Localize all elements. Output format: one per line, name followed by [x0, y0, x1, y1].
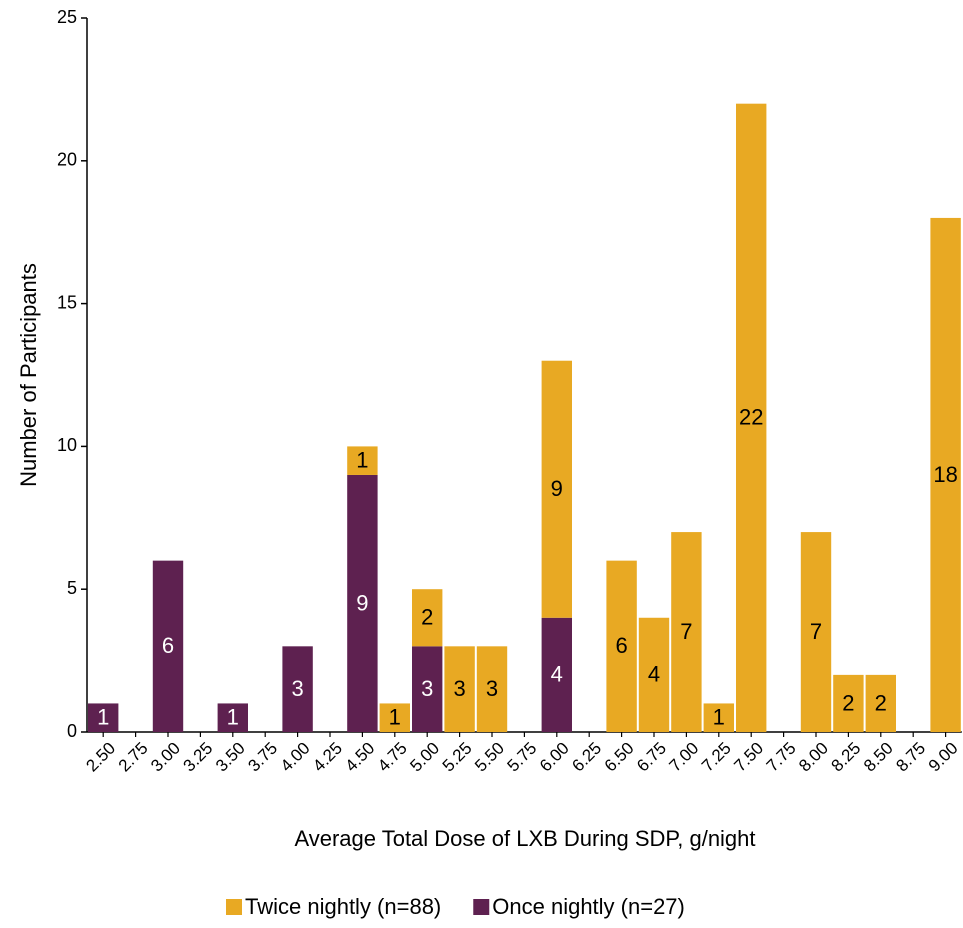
- y-tick-label: 20: [57, 150, 77, 170]
- bar-segment: [671, 532, 702, 732]
- bar-segment: [736, 103, 767, 733]
- x-tick-label: 8.25: [828, 739, 865, 776]
- bar-segment: [412, 646, 443, 732]
- x-tick-label: 7.50: [730, 739, 767, 776]
- value-label: 3: [453, 676, 465, 701]
- value-label: 7: [810, 619, 822, 644]
- bar-segment: [152, 560, 184, 732]
- bar-segment: [800, 532, 832, 732]
- bar-segment: [606, 560, 637, 732]
- y-tick-label: 0: [67, 721, 77, 741]
- legend-label: Twice nightly (n=88): [245, 894, 441, 919]
- bar-segment: [217, 703, 248, 732]
- x-axis-label: Average Total Dose of LXB During SDP, g/…: [294, 826, 755, 851]
- value-label: 1: [97, 705, 109, 730]
- y-tick-label: 15: [57, 292, 77, 312]
- bar-segment: [347, 446, 378, 475]
- x-tick-label: 5.00: [406, 739, 443, 776]
- value-label: 18: [933, 462, 957, 487]
- x-tick-label: 3.75: [244, 739, 281, 776]
- y-tick-label: 5: [67, 578, 77, 598]
- legend-swatch: [226, 899, 242, 915]
- x-tick-label: 6.75: [633, 739, 670, 776]
- bar-segment: [444, 646, 475, 732]
- x-tick-label: 8.75: [892, 739, 929, 776]
- x-tick-label: 9.00: [925, 739, 962, 776]
- value-label: 6: [615, 633, 627, 658]
- x-tick-label: 2.50: [82, 739, 119, 776]
- bar-segment: [638, 617, 670, 732]
- x-tick-label: 3.25: [180, 739, 217, 776]
- value-label: 3: [291, 676, 303, 701]
- value-label: 22: [739, 405, 763, 430]
- x-tick-label: 7.00: [666, 739, 703, 776]
- x-tick-label: 2.75: [115, 739, 152, 776]
- y-axis-label: Number of Participants: [16, 263, 41, 487]
- x-tick-label: 7.25: [698, 739, 735, 776]
- y-tick-label: 10: [57, 435, 77, 455]
- bar-segment: [865, 674, 896, 732]
- bar-segment: [347, 474, 378, 732]
- legend-label: Once nightly (n=27): [492, 894, 685, 919]
- value-label: 4: [551, 662, 563, 687]
- bar-segment: [282, 646, 313, 732]
- legend-swatch: [473, 899, 490, 915]
- bar-segment: [703, 703, 734, 732]
- x-tick-label: 6.50: [601, 739, 638, 776]
- x-tick-label: 3.50: [212, 739, 249, 776]
- value-label: 3: [486, 676, 498, 701]
- bar-segment: [541, 617, 572, 732]
- x-tick-label: 6.00: [536, 739, 573, 776]
- bar-segment: [412, 589, 443, 647]
- value-label: 1: [389, 705, 401, 730]
- bar-segment: [541, 360, 572, 618]
- x-tick-label: 8.00: [795, 739, 832, 776]
- x-tick-label: 5.75: [504, 739, 541, 776]
- bar-segment: [833, 674, 864, 732]
- x-tick-label: 4.00: [277, 739, 314, 776]
- x-tick-label: 7.75: [763, 739, 800, 776]
- value-label: 1: [227, 705, 239, 730]
- value-label: 2: [842, 690, 854, 715]
- value-label: 2: [421, 605, 433, 630]
- bar-segment: [88, 703, 119, 732]
- bar-segment: [379, 703, 410, 732]
- y-tick-label: 25: [57, 7, 77, 27]
- x-tick-label: 6.25: [568, 739, 605, 776]
- value-label: 6: [162, 633, 174, 658]
- x-tick-label: 4.50: [342, 739, 379, 776]
- value-label: 1: [713, 705, 725, 730]
- bar-segment: [930, 217, 961, 733]
- x-tick-label: 5.25: [439, 739, 476, 776]
- x-tick-label: 4.25: [309, 739, 346, 776]
- x-tick-label: 8.50: [860, 739, 897, 776]
- value-label: 4: [648, 662, 660, 687]
- value-label: 3: [421, 676, 433, 701]
- x-tick-label: 5.50: [471, 739, 508, 776]
- value-label: 7: [680, 619, 692, 644]
- x-tick-label: 3.00: [147, 739, 184, 776]
- x-tick-label: 4.75: [374, 739, 411, 776]
- value-label: 1: [356, 447, 368, 472]
- value-label: 9: [356, 590, 368, 615]
- bar-segment: [476, 646, 508, 732]
- value-label: 9: [551, 476, 563, 501]
- value-label: 2: [875, 690, 887, 715]
